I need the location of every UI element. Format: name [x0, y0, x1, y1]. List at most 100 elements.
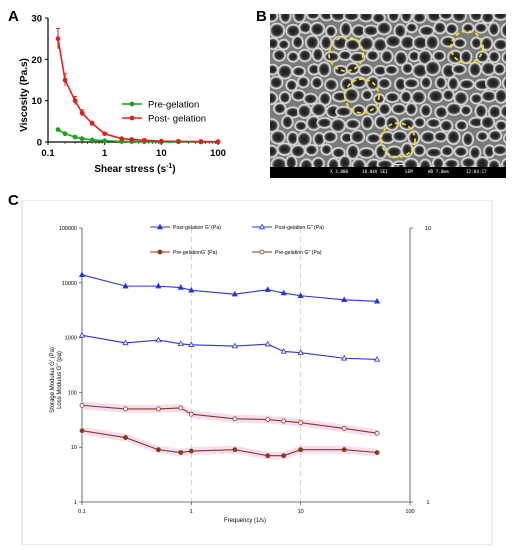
data-point: [341, 296, 348, 302]
sem-pore: [270, 65, 278, 74]
highlight-circle-3: [344, 78, 380, 114]
sem-pore: [489, 51, 500, 62]
y-tick-label: 1: [74, 500, 77, 506]
data-point: [62, 77, 68, 83]
y-axis-label-loss: Loss Modulus G" (pa): [57, 351, 63, 409]
sem-pore: [426, 61, 440, 75]
sem-pore: [293, 67, 305, 76]
panel-letter-c: C: [8, 192, 19, 209]
sem-pore: [421, 132, 435, 143]
x-tick-label: 100: [405, 509, 414, 515]
right-axis-tick-label: 10: [425, 226, 431, 232]
sem-pore: [443, 90, 454, 100]
sem-pore: [311, 23, 324, 35]
sem-pore: [326, 26, 336, 37]
sem-pore: [341, 78, 353, 91]
sem-pore: [274, 103, 286, 114]
data-point: [265, 417, 271, 422]
sem-pore: [421, 105, 431, 117]
sem-pore: [377, 22, 391, 34]
data-point: [215, 139, 221, 145]
sem-pore: [359, 148, 374, 158]
sem-pore: [477, 52, 488, 62]
y-tick-label: 30: [31, 14, 42, 25]
highlight-circle-4: [380, 122, 416, 158]
sem-pore: [299, 22, 311, 33]
sem-pore: [312, 103, 326, 116]
sem-pore: [493, 145, 506, 155]
legend-marker: [259, 249, 265, 255]
sem-pore: [434, 22, 446, 33]
data-point: [155, 336, 162, 343]
sem-pore: [293, 36, 303, 48]
sem-pore: [470, 147, 480, 159]
sem-pore: [298, 132, 311, 146]
data-point: [341, 354, 348, 361]
sem-pore: [427, 119, 440, 128]
sem-pore: [435, 107, 447, 118]
sem-porous-structure: [270, 14, 506, 167]
sem-pore: [442, 146, 453, 156]
sem-pore: [376, 145, 386, 158]
sem-pore: [352, 159, 365, 167]
sem-pore: [489, 130, 501, 141]
sem-pore: [502, 159, 506, 167]
sem-pore: [476, 105, 487, 118]
sem-pore: [463, 133, 473, 146]
data-point: [102, 138, 108, 144]
sem-pore: [456, 121, 467, 130]
sem-pore: [318, 62, 330, 76]
sem-pore: [270, 146, 278, 157]
sem-pore: [470, 14, 482, 21]
sem-pore: [445, 159, 458, 167]
sem-scale-label: 1um: [392, 163, 400, 168]
sem-pore: [270, 77, 282, 88]
sem-pore: [420, 26, 434, 36]
sem-pore: [447, 130, 460, 144]
data-point: [198, 139, 204, 144]
sem-pore: [378, 78, 390, 89]
sem-pore: [475, 23, 487, 33]
sem-pore: [469, 63, 481, 76]
sem-pore: [476, 157, 489, 167]
sem-pore: [406, 23, 417, 32]
sem-pore: [501, 105, 506, 118]
highlight-circle-1: [328, 36, 364, 72]
sem-pore: [446, 24, 457, 34]
series-band: [82, 401, 378, 438]
sem-pore: [489, 106, 501, 118]
sem-pore: [455, 92, 467, 104]
sem-pore: [301, 159, 312, 167]
sem-pore: [481, 116, 494, 129]
sem-pore: [278, 65, 292, 79]
sem-pore: [453, 65, 466, 74]
sem-pore: [359, 14, 373, 21]
series-band: [82, 426, 378, 460]
sem-pore: [341, 22, 351, 36]
sem-pore: [278, 143, 292, 155]
data-point: [374, 355, 381, 362]
sem-pore: [313, 48, 323, 61]
data-point: [374, 297, 381, 304]
right-axis-tick-label: 1: [426, 500, 429, 506]
data-point: [265, 453, 271, 459]
data-point: [280, 347, 287, 354]
data-point: [79, 428, 85, 434]
data-point: [188, 448, 194, 454]
sem-pore: [420, 160, 431, 167]
y-tick-label: 10: [31, 96, 42, 107]
sem-timestamp: 12:04:17: [466, 170, 487, 175]
sem-pore: [270, 38, 279, 49]
sem-pore: [352, 25, 365, 37]
sem-pore: [360, 37, 373, 51]
sem-pore: [291, 145, 305, 157]
sem-pore: [353, 105, 365, 115]
sem-pore: [373, 14, 385, 23]
sem-pore: [287, 132, 298, 145]
x-axis-label: Shear stress (s-1): [94, 163, 175, 175]
sem-pore: [299, 50, 311, 61]
legend-label-4: Pre-gelation G" (Pa): [275, 250, 322, 256]
data-point: [298, 447, 304, 453]
data-point: [78, 331, 86, 338]
sem-pore: [308, 64, 320, 74]
